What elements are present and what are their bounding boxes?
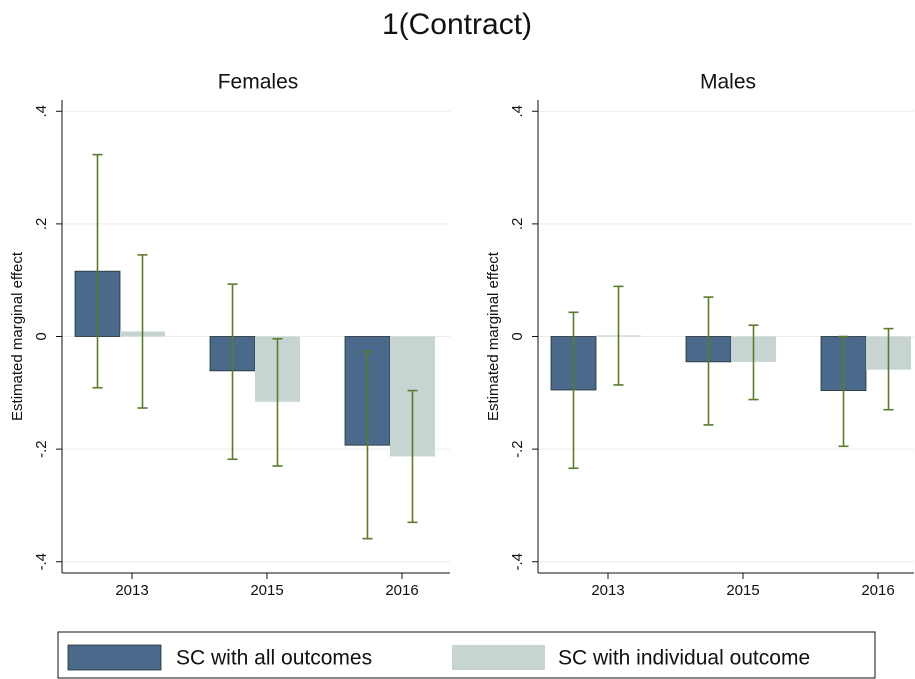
panel-title: Females [218,71,299,94]
x-tick-label: 2013 [115,582,148,599]
legend-swatch [67,644,162,671]
y-tick-label: .4 [509,105,526,118]
y-tick-label: -.4 [509,553,526,571]
y-tick-label: .2 [33,218,50,231]
x-tick-label: 2015 [250,582,283,599]
y-tick-label: .4 [33,105,50,118]
y-tick-label: .2 [509,218,526,231]
y-tick-label: 0 [509,332,526,340]
x-tick-label: 2015 [726,582,759,599]
legend-label: SC with individual outcome [558,647,810,670]
y-tick-label: -.2 [33,440,50,458]
legend-label: SC with all outcomes [176,647,372,670]
x-tick-label: 2016 [385,582,418,599]
x-tick-label: 2016 [861,582,894,599]
y-axis-label: Estimated marginal effect [9,251,26,421]
y-tick-label: -.4 [33,553,50,571]
y-tick-label: 0 [33,332,50,340]
y-tick-label: -.2 [509,440,526,458]
panel-title: Males [700,71,756,94]
figure-title: 1(Contract) [382,8,532,41]
x-tick-label: 2013 [591,582,624,599]
legend-swatch [452,645,545,670]
y-axis-label: Estimated marginal effect [485,251,502,421]
